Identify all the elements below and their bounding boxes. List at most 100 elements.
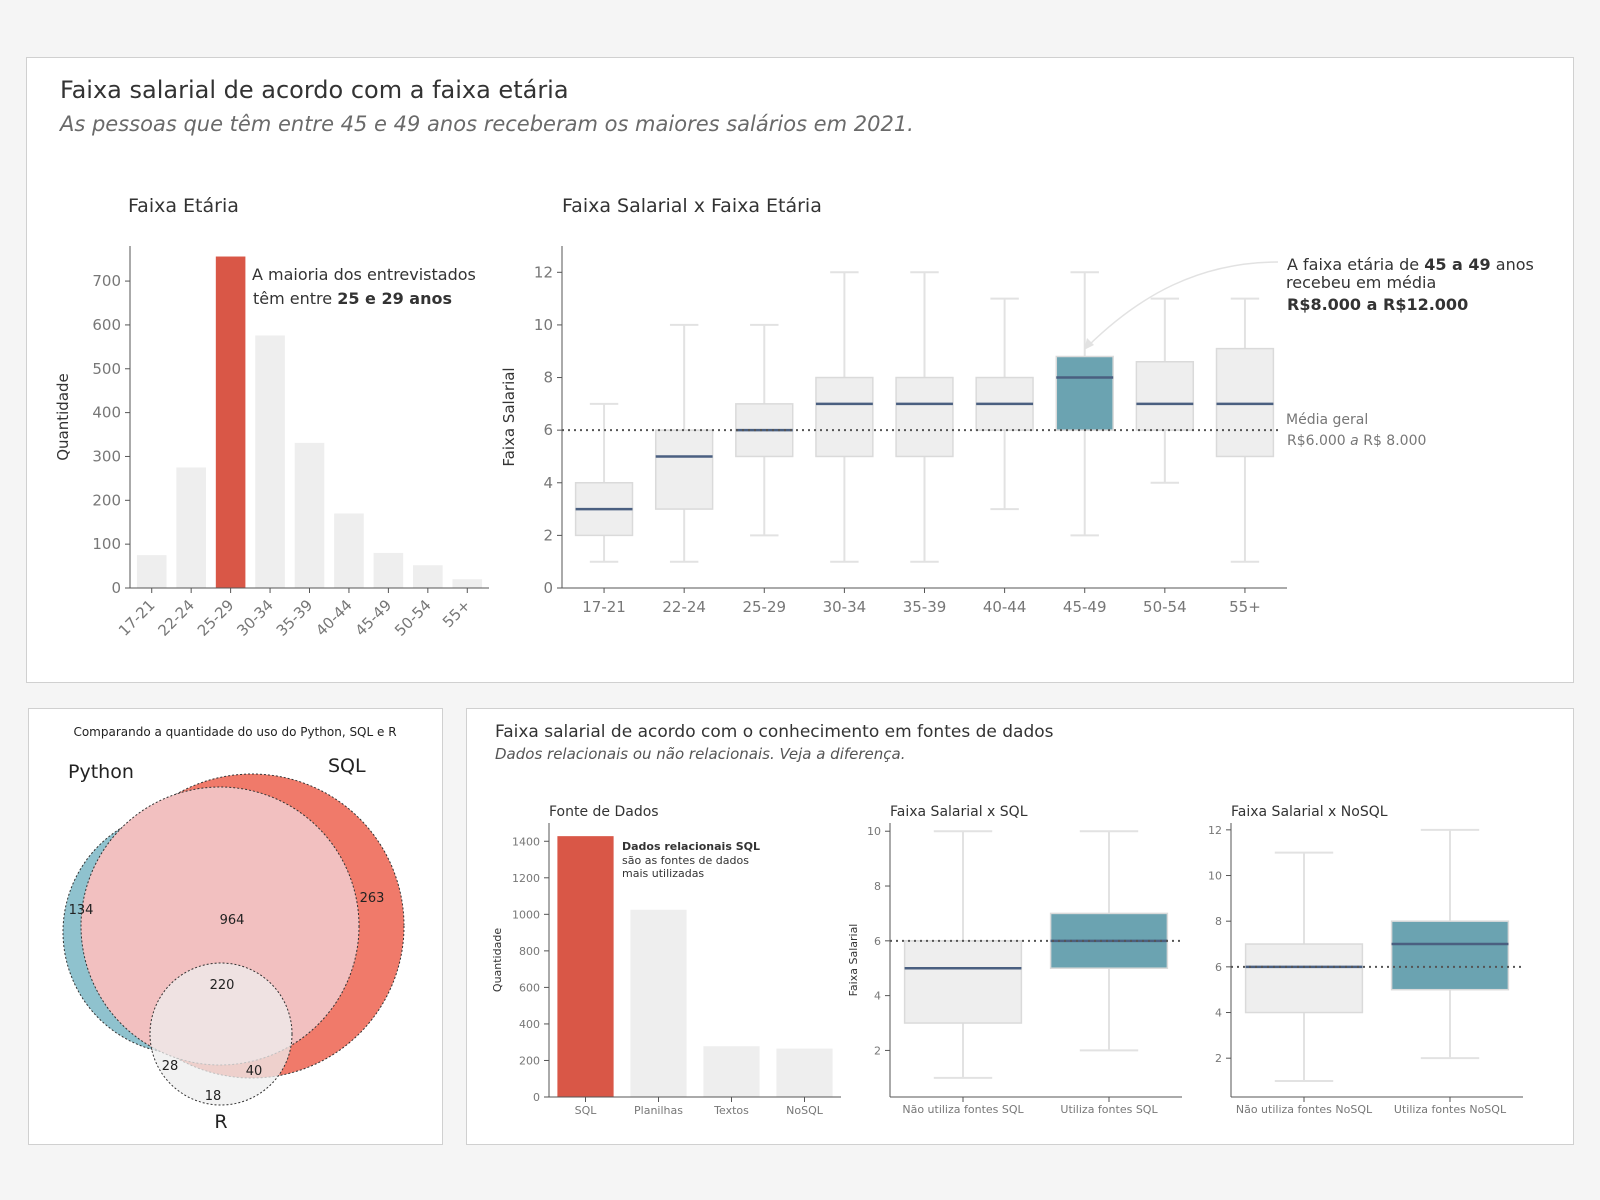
- y-tick-label: 4: [543, 474, 553, 492]
- y-tick-label: 400: [519, 1018, 540, 1031]
- bottom-title: Faixa salarial de acordo com o conhecime…: [495, 722, 1054, 742]
- y-tick-label: 12: [1208, 824, 1222, 837]
- y-tick-label: 1000: [512, 908, 540, 921]
- y-tick-label: 2: [1215, 1052, 1222, 1065]
- y-tick-label: 600: [519, 981, 540, 994]
- x-tick-label: 45-49: [1063, 598, 1107, 616]
- age-chart-title: Faixa Etária: [128, 195, 239, 217]
- x-tick-label: 50-54: [391, 596, 435, 640]
- x-tick-label: 50-54: [1143, 598, 1187, 616]
- age-bar: [176, 467, 206, 588]
- y-tick-label: 1400: [512, 835, 540, 848]
- y-tick-label: 400: [92, 404, 121, 422]
- venn-r-circle: [149, 962, 293, 1106]
- y-tick-label: 800: [519, 945, 540, 958]
- venn-count-python_sql_r: 220: [210, 978, 235, 993]
- x-tick-label: 35-39: [273, 596, 317, 640]
- y-axis-label: Faixa Salarial: [500, 367, 518, 466]
- y-tick-label: 200: [92, 491, 121, 509]
- y-tick-label: 500: [92, 360, 121, 378]
- y-tick-label: 8: [874, 880, 881, 893]
- y-tick-label: 0: [533, 1091, 540, 1104]
- salary_age-box: [1135, 361, 1195, 431]
- x-tick-label: 40-44: [312, 596, 356, 640]
- age-annotation-line1: A maioria dos entrevistados: [252, 265, 476, 284]
- age-bar: [334, 513, 364, 588]
- venn-overlap-region: [80, 786, 360, 1066]
- x-tick-label: 35-39: [903, 598, 947, 616]
- sources-chart: SQL Planilhas Textos NoSQL 0 200 400 600 800 1000…: [491, 823, 841, 1117]
- sources-annotation: Dados relacionais SQL são as fontes de d…: [622, 840, 760, 880]
- y-tick-label: 2: [543, 526, 553, 544]
- x-tick-label: 55+: [439, 596, 474, 631]
- y-tick-label: 0: [111, 579, 121, 597]
- x-tick-label: 55+: [1229, 598, 1261, 616]
- annotation-arrow-head: [1084, 338, 1094, 350]
- annotation-arrow: [1087, 261, 1279, 347]
- x-tick-label: 22-24: [662, 598, 706, 616]
- age-bar: [294, 442, 325, 588]
- salary_age-box: [895, 376, 954, 458]
- x-tick-label: 30-34: [823, 598, 867, 616]
- venn-count-python_r: 28: [162, 1059, 179, 1074]
- x-tick-label: 17-21: [115, 596, 159, 640]
- salary_nosql-box: [1244, 943, 1364, 1014]
- y-tick-label: 10: [867, 825, 881, 838]
- box-annotation-line2: recebeu em média: [1286, 273, 1436, 292]
- sources-bar: [557, 836, 614, 1097]
- x-tick-label: 30-34: [233, 596, 277, 640]
- age-bar-annotation: A maioria dos entrevistados têm entre 25…: [252, 265, 476, 308]
- y-tick-label: 0: [543, 579, 553, 597]
- salary_age-box: [1055, 355, 1114, 431]
- x-tick-label: SQL: [575, 1104, 598, 1117]
- salary-nosql-chart-title: Faixa Salarial x NoSQL: [1231, 804, 1388, 820]
- y-axis-label: Quantidade: [54, 373, 72, 461]
- y-tick-label: 300: [92, 447, 121, 465]
- x-tick-label: Não utiliza fontes NoSQL: [1236, 1103, 1373, 1116]
- bottom-subtitle: Dados relacionais ou não relacionais. Ve…: [495, 745, 906, 763]
- x-tick-label: 25-29: [194, 596, 238, 640]
- age-bar: [413, 565, 443, 588]
- y-tick-label: 600: [92, 316, 121, 334]
- salary_age-box: [654, 429, 714, 510]
- sources-annotation-line2: são as fontes de dados: [622, 854, 749, 867]
- venn-label-python: Python: [68, 761, 134, 783]
- y-tick-label: 8: [1215, 915, 1222, 928]
- sources-bar: [776, 1048, 833, 1097]
- x-tick-label: 40-44: [983, 598, 1027, 616]
- box-annotation-line3: R$8.000 a R$12.000: [1287, 295, 1468, 314]
- y-tick-label: 12: [534, 263, 553, 281]
- venn-label-sql: SQL: [328, 755, 366, 777]
- y-tick-label: 4: [874, 990, 881, 1003]
- venn-count-python_only: 134: [69, 903, 94, 918]
- salary_age-box: [815, 376, 874, 458]
- venn-count-sql_only: 263: [360, 891, 385, 906]
- charts-layer: 17-2122-2425-2930-3435-3940-4445-4950-54…: [54, 246, 1523, 1133]
- age-bar: [215, 256, 246, 588]
- sources-bar: [630, 909, 687, 1097]
- venn-count-sql_r: 40: [246, 1064, 263, 1079]
- venn-label-r: R: [214, 1111, 227, 1133]
- venn-count-python_sql: 964: [220, 913, 245, 928]
- box-highlight-annotation: A faixa etária de 45 a 49 anos recebeu e…: [1084, 255, 1534, 350]
- sources-bar: [703, 1046, 760, 1097]
- y-tick-label: 200: [519, 1054, 540, 1067]
- x-tick-label: Utiliza fontes SQL: [1060, 1103, 1158, 1116]
- x-tick-label: NoSQL: [786, 1104, 824, 1117]
- y-tick-label: 2: [874, 1044, 881, 1057]
- x-tick-label: 22-24: [154, 596, 198, 640]
- salary_nosql-box: [1390, 920, 1510, 991]
- dashboard-title: Faixa salarial de acordo com a faixa etá…: [60, 76, 569, 104]
- y-axis-label: Quantidade: [491, 928, 504, 992]
- salary_nosql-chart: Não utiliza fontes NoSQL Utiliza fontes N…: [1208, 823, 1523, 1116]
- salary_age-chart: 17-21 22-24 25-29 30-34 35-39 40-44 45-49 50-54…: [500, 246, 1287, 616]
- dashboard-subtitle: As pessoas que têm entre 45 e 49 anos re…: [58, 112, 914, 136]
- mean-annotation-line1: Média geral: [1286, 412, 1368, 428]
- salary-age-chart-title: Faixa Salarial x Faixa Etária: [562, 195, 822, 217]
- x-tick-label: Planilhas: [634, 1104, 683, 1117]
- sources-annotation-line3: mais utilizadas: [622, 867, 704, 880]
- y-tick-label: 4: [1215, 1007, 1222, 1020]
- y-tick-label: 100: [92, 535, 121, 553]
- y-tick-label: 6: [1215, 961, 1222, 974]
